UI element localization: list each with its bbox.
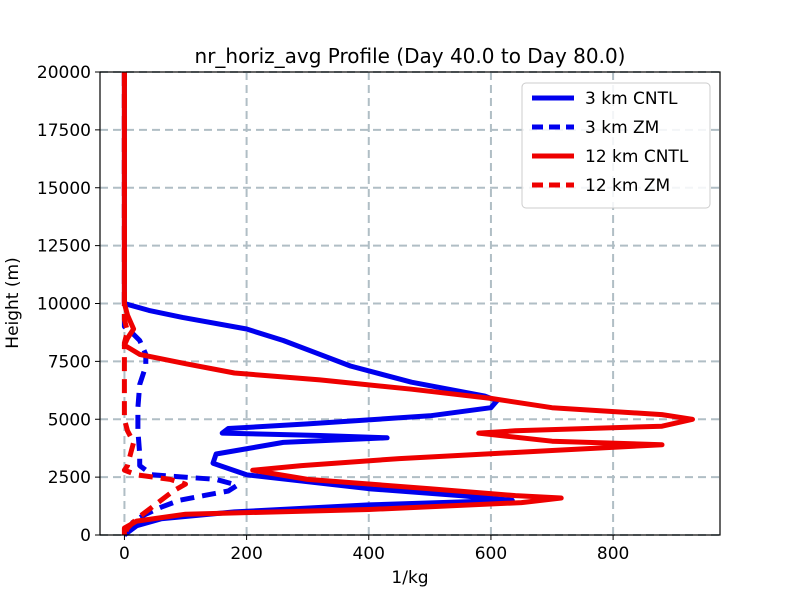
legend-box <box>521 82 711 209</box>
x-tick-label: 800 <box>597 544 629 564</box>
legend-label: 12 km ZM <box>585 176 670 196</box>
y-axis-label: Height (m) <box>3 257 23 348</box>
x-tick-label: 600 <box>475 544 507 564</box>
y-tick-label: 5000 <box>48 410 91 430</box>
x-tick-label: 200 <box>230 544 262 564</box>
y-tick-label: 10000 <box>37 295 91 315</box>
chart-title: nr_horiz_avg Profile (Day 40.0 to Day 80… <box>195 44 626 68</box>
y-tick-label: 0 <box>80 526 91 546</box>
y-tick-label: 12500 <box>37 237 91 257</box>
series-line-12-km-cntl <box>121 72 695 535</box>
series-layer <box>121 72 695 537</box>
y-tick-label: 2500 <box>48 468 91 488</box>
y-tick-label: 20000 <box>37 63 91 83</box>
series-line-3-km-zm <box>121 72 240 537</box>
x-tick-label: 0 <box>119 544 130 564</box>
legend-label: 12 km CNTL <box>585 147 689 167</box>
ticks: 0 200 400 600 800 0 2500 5000 7500 10000 12500 1500… <box>37 63 629 564</box>
y-tick-label: 15000 <box>37 179 91 199</box>
legend-label: 3 km CNTL <box>585 89 678 109</box>
series-line-12-km-zm <box>121 72 188 537</box>
series-line-3-km-cntl <box>121 72 515 537</box>
y-tick-label: 17500 <box>37 121 91 141</box>
y-tick-label: 7500 <box>48 352 91 372</box>
legend: 3 km CNTL 3 km ZM 12 km CNTL 12 km ZM <box>521 82 711 209</box>
legend-label: 3 km ZM <box>585 118 659 138</box>
x-axis-label: 1/kg <box>391 568 428 588</box>
x-tick-label: 400 <box>353 544 385 564</box>
